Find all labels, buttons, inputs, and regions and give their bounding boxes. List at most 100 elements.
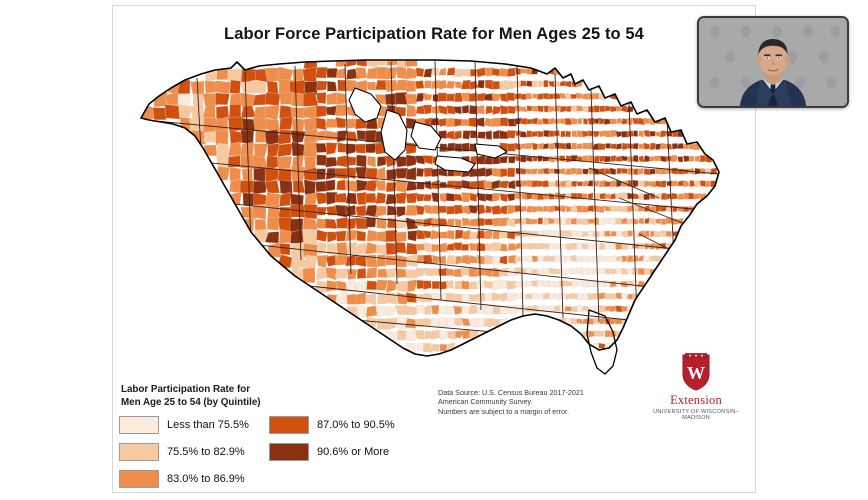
county-polygon bbox=[570, 167, 578, 175]
county-polygon bbox=[626, 255, 634, 263]
county-polygon bbox=[666, 143, 673, 150]
county-polygon bbox=[575, 143, 583, 150]
county-polygon bbox=[671, 155, 678, 163]
legend-swatch-q5 bbox=[269, 443, 309, 461]
county-polygon bbox=[536, 119, 544, 125]
county-polygon bbox=[571, 280, 577, 288]
county-polygon bbox=[446, 243, 455, 251]
county-polygon bbox=[609, 106, 617, 113]
county-polygon bbox=[694, 180, 701, 188]
county-polygon bbox=[386, 268, 396, 278]
county-polygon bbox=[346, 156, 357, 167]
county-polygon bbox=[626, 268, 634, 274]
county-polygon bbox=[604, 193, 612, 199]
county-polygon bbox=[559, 92, 566, 100]
county-polygon bbox=[227, 68, 244, 82]
state-boundary bbox=[294, 65, 302, 261]
county-polygon bbox=[604, 256, 611, 262]
county-polygon bbox=[525, 68, 533, 75]
county-polygon bbox=[553, 105, 561, 112]
county-polygon bbox=[302, 267, 316, 283]
county-polygon bbox=[354, 281, 367, 291]
county-polygon bbox=[688, 192, 695, 200]
county-polygon bbox=[377, 156, 387, 167]
county-polygon bbox=[424, 317, 432, 327]
county-polygon bbox=[543, 80, 549, 88]
legend-item: 87.0% to 90.5% bbox=[269, 416, 395, 434]
county-polygon bbox=[326, 68, 338, 78]
county-polygon bbox=[344, 280, 356, 293]
county-polygon bbox=[593, 205, 601, 213]
county-polygon bbox=[355, 67, 368, 80]
county-polygon bbox=[594, 155, 600, 163]
county-polygon bbox=[604, 130, 612, 138]
county-polygon bbox=[525, 230, 532, 237]
county-polygon bbox=[356, 191, 367, 205]
county-polygon bbox=[576, 318, 583, 324]
county-polygon bbox=[648, 217, 656, 226]
county-polygon bbox=[637, 168, 644, 176]
county-polygon bbox=[649, 230, 655, 238]
county-polygon bbox=[430, 105, 440, 114]
presenter-video-tile[interactable] bbox=[697, 16, 849, 108]
county-polygon bbox=[484, 254, 494, 265]
county-polygon bbox=[565, 293, 572, 300]
county-polygon bbox=[609, 280, 617, 288]
county-polygon bbox=[376, 66, 388, 80]
county-polygon bbox=[576, 243, 584, 250]
county-polygon bbox=[290, 255, 307, 268]
county-polygon bbox=[604, 230, 611, 237]
county-polygon bbox=[543, 205, 549, 212]
county-polygon bbox=[609, 305, 617, 313]
county-polygon bbox=[649, 142, 656, 150]
county-polygon bbox=[462, 130, 471, 140]
county-polygon bbox=[649, 242, 656, 250]
county-polygon bbox=[470, 155, 479, 165]
county-polygon bbox=[324, 218, 338, 229]
county-polygon bbox=[446, 218, 455, 228]
county-polygon bbox=[405, 67, 417, 80]
county-polygon bbox=[506, 92, 515, 102]
legend-label-q1: Less than 75.5% bbox=[167, 419, 249, 431]
county-polygon bbox=[325, 105, 338, 116]
county-polygon bbox=[405, 292, 417, 303]
county-polygon bbox=[215, 80, 231, 94]
county-polygon bbox=[565, 130, 572, 138]
county-polygon bbox=[491, 93, 501, 102]
county-polygon bbox=[548, 267, 555, 275]
county-polygon bbox=[215, 142, 231, 157]
county-polygon bbox=[376, 279, 389, 291]
county-polygon bbox=[483, 268, 493, 278]
county-polygon bbox=[599, 193, 606, 200]
county-polygon bbox=[537, 130, 544, 138]
county-polygon bbox=[415, 92, 426, 102]
county-polygon bbox=[325, 280, 338, 292]
county-polygon bbox=[531, 180, 539, 188]
county-polygon bbox=[325, 254, 337, 267]
county-polygon bbox=[507, 254, 517, 264]
state-boundary bbox=[628, 101, 638, 319]
county-polygon bbox=[461, 205, 471, 215]
county-polygon bbox=[492, 256, 502, 265]
county-polygon bbox=[395, 192, 407, 204]
county-polygon bbox=[581, 267, 588, 275]
county-polygon bbox=[468, 268, 478, 277]
county-polygon bbox=[483, 93, 494, 101]
county-polygon bbox=[525, 168, 533, 175]
county-polygon bbox=[526, 256, 534, 263]
county-polygon bbox=[526, 280, 533, 287]
county-polygon bbox=[468, 92, 478, 102]
county-polygon bbox=[327, 81, 337, 92]
county-polygon bbox=[643, 193, 651, 201]
county-polygon bbox=[519, 68, 527, 74]
county-polygon bbox=[659, 155, 667, 163]
county-polygon bbox=[547, 142, 556, 150]
county-polygon bbox=[354, 143, 366, 154]
county-polygon bbox=[406, 242, 419, 255]
county-polygon bbox=[347, 268, 358, 280]
county-polygon bbox=[279, 91, 294, 105]
county-polygon bbox=[637, 217, 645, 225]
county-polygon bbox=[499, 130, 509, 139]
county-polygon bbox=[507, 204, 517, 215]
county-polygon bbox=[666, 230, 672, 238]
